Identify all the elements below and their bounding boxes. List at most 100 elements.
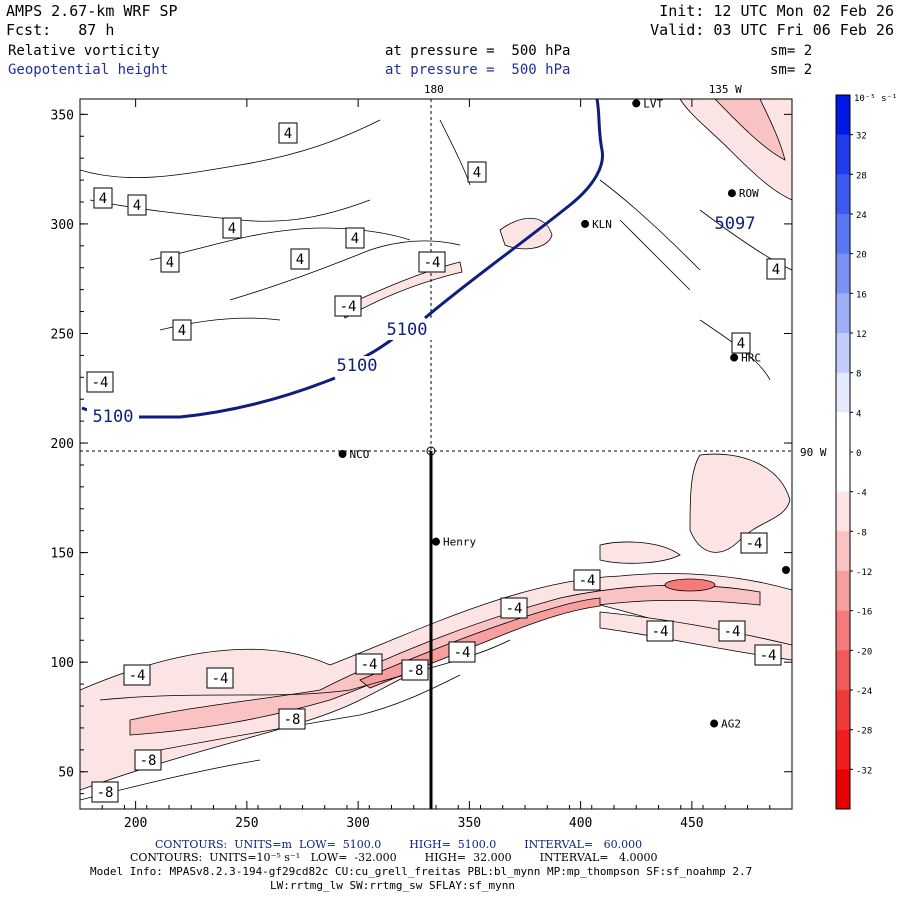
stations: LVT ROW KLN HRC NCO Henry AG2 (338, 97, 790, 731)
y-tick-label: 350 (51, 108, 74, 123)
vorticity-contour-label: -4 (206, 667, 234, 689)
field1-name: Relative vorticity (8, 43, 160, 59)
station-marker (338, 450, 347, 458)
colorbar-tick-label: 24 (856, 211, 867, 221)
label-text: -4 (92, 375, 109, 391)
label-box (754, 644, 782, 666)
colorbar-swatch (836, 134, 850, 175)
label-box (222, 217, 242, 239)
colorbar-tick-label: -20 (856, 647, 872, 657)
label-box (573, 569, 601, 591)
label-text: -4 (340, 299, 357, 315)
vorticity-contour-label: 4 (278, 122, 298, 144)
label-box (646, 620, 674, 642)
label-text: 4 (296, 252, 304, 268)
footer-model-info: Model Info: MPASv8.2.3-194-gf29cd82c CU:… (90, 865, 753, 878)
vorticity-contour-label: 4 (345, 227, 365, 249)
y-tick-label: 50 (58, 766, 74, 781)
colorbar-tick-label: 28 (856, 171, 867, 181)
colorbar: 10⁻⁵ s⁻¹ 32 28 24 20 16 12 8 4 0 -4 -8 -12 -16 -20 -24 -… (835, 94, 897, 810)
label-text: -8 (407, 663, 424, 679)
colorbar-swatch (836, 452, 850, 493)
y-tick-label: 300 (51, 218, 74, 233)
label-text: -8 (284, 712, 301, 728)
label-text: 4 (737, 336, 745, 352)
vorticity-contour-label: -8 (401, 659, 429, 681)
x-tick-label: 350 (458, 816, 481, 831)
label-box (172, 319, 192, 341)
forecast-hour: Fcst: 87 h (6, 21, 115, 39)
colorbar-tick-label: 8 (856, 370, 861, 380)
colorbar-tick-label: 12 (856, 330, 867, 340)
height-label-bg (331, 356, 383, 376)
neg-vort-patch-2 (599, 541, 681, 564)
colorbar-swatch (836, 650, 850, 691)
colorbar-swatch (836, 412, 850, 453)
field2-smoothing: sm= 2 (770, 62, 813, 78)
y-tick-label: 100 (51, 656, 74, 671)
colorbar-swatch (836, 174, 850, 215)
label-box (401, 659, 429, 681)
colorbar-swatch (836, 491, 850, 532)
vorticity-contour-label: -4 (418, 251, 446, 273)
vorticity-contour-label: 4 (93, 187, 113, 209)
vorticity-contour-label: -4 (355, 653, 383, 675)
label-text: 4 (178, 323, 186, 339)
label-text: -8 (97, 785, 114, 801)
label-box (418, 251, 446, 273)
colorbar-swatch (836, 729, 850, 770)
label-text: 4 (473, 165, 481, 181)
colorbar-tick-label: -32 (856, 766, 872, 776)
label-box (448, 641, 476, 663)
label-text: -4 (760, 648, 777, 664)
colorbar-swatch (836, 333, 850, 374)
station-marker-edge (782, 566, 790, 574)
station-label: LVT (643, 97, 663, 110)
meridian-label: 135 W (709, 83, 742, 96)
axes: 200 250 300 350 400 450 50 100 150 200 250 300 350 18… (51, 83, 827, 831)
label-text: -4 (506, 601, 523, 617)
colorbar-tick-label: 32 (856, 132, 867, 142)
cross-section-point (426, 446, 436, 456)
pos-vort-line-3 (149, 227, 411, 261)
label-text: -4 (361, 657, 378, 673)
label-text: -4 (724, 624, 741, 640)
footer-physics-info: LW:rrtmg_lw SW:rrtmg_sw SFLAY:sf_mynn (270, 879, 516, 892)
colorbar-swatch (836, 690, 850, 731)
colorbar-tick-label: -28 (856, 727, 872, 737)
station-label: NCO (350, 448, 370, 461)
colorbar-swatch (836, 610, 850, 651)
vorticity-contour-label: -4 (754, 644, 782, 666)
height-label: 5100 (387, 320, 428, 340)
label-text: -4 (454, 645, 471, 661)
vorticity-contour-label: 4 (172, 319, 192, 341)
neg-vort-cell (664, 578, 716, 592)
vorticity-contour-label: -4 (740, 532, 768, 554)
height-label-bg (87, 407, 139, 427)
label-box (86, 371, 114, 393)
valid-time: Valid: 03 UTC Fri 06 Feb 26 (650, 21, 894, 39)
label-text: 4 (351, 231, 359, 247)
vorticity-contour-label: -8 (91, 781, 119, 803)
vorticity-contour-label: 4 (160, 251, 180, 273)
label-text: -4 (652, 624, 669, 640)
x-tick-label: 200 (124, 816, 147, 831)
vorticity-contour-label: 4 (290, 248, 310, 270)
label-text: -4 (212, 671, 229, 687)
station-label: Henry (443, 536, 476, 549)
label-text: 4 (166, 255, 174, 271)
footer-height-contours: CONTOURS: UNITS=m LOW= 5100.0 HIGH= 5100… (155, 838, 643, 851)
label-box (278, 708, 306, 730)
colorbar-swatch (836, 531, 850, 572)
vorticity-contour-label: -4 (646, 620, 674, 642)
station-label: AG2 (721, 718, 741, 731)
parallel-label: 90 W (800, 446, 827, 459)
label-text: 4 (228, 221, 236, 237)
label-text: 4 (99, 191, 107, 207)
height-label: 5100 (93, 407, 134, 427)
colorbar-tick-label: -12 (856, 568, 872, 578)
colorbar-tick-label: -16 (856, 608, 872, 618)
vorticity-contour-label: 4 (731, 332, 751, 354)
pos-vort-line-4 (229, 240, 461, 301)
colorbar-tick-label: 20 (856, 251, 867, 261)
